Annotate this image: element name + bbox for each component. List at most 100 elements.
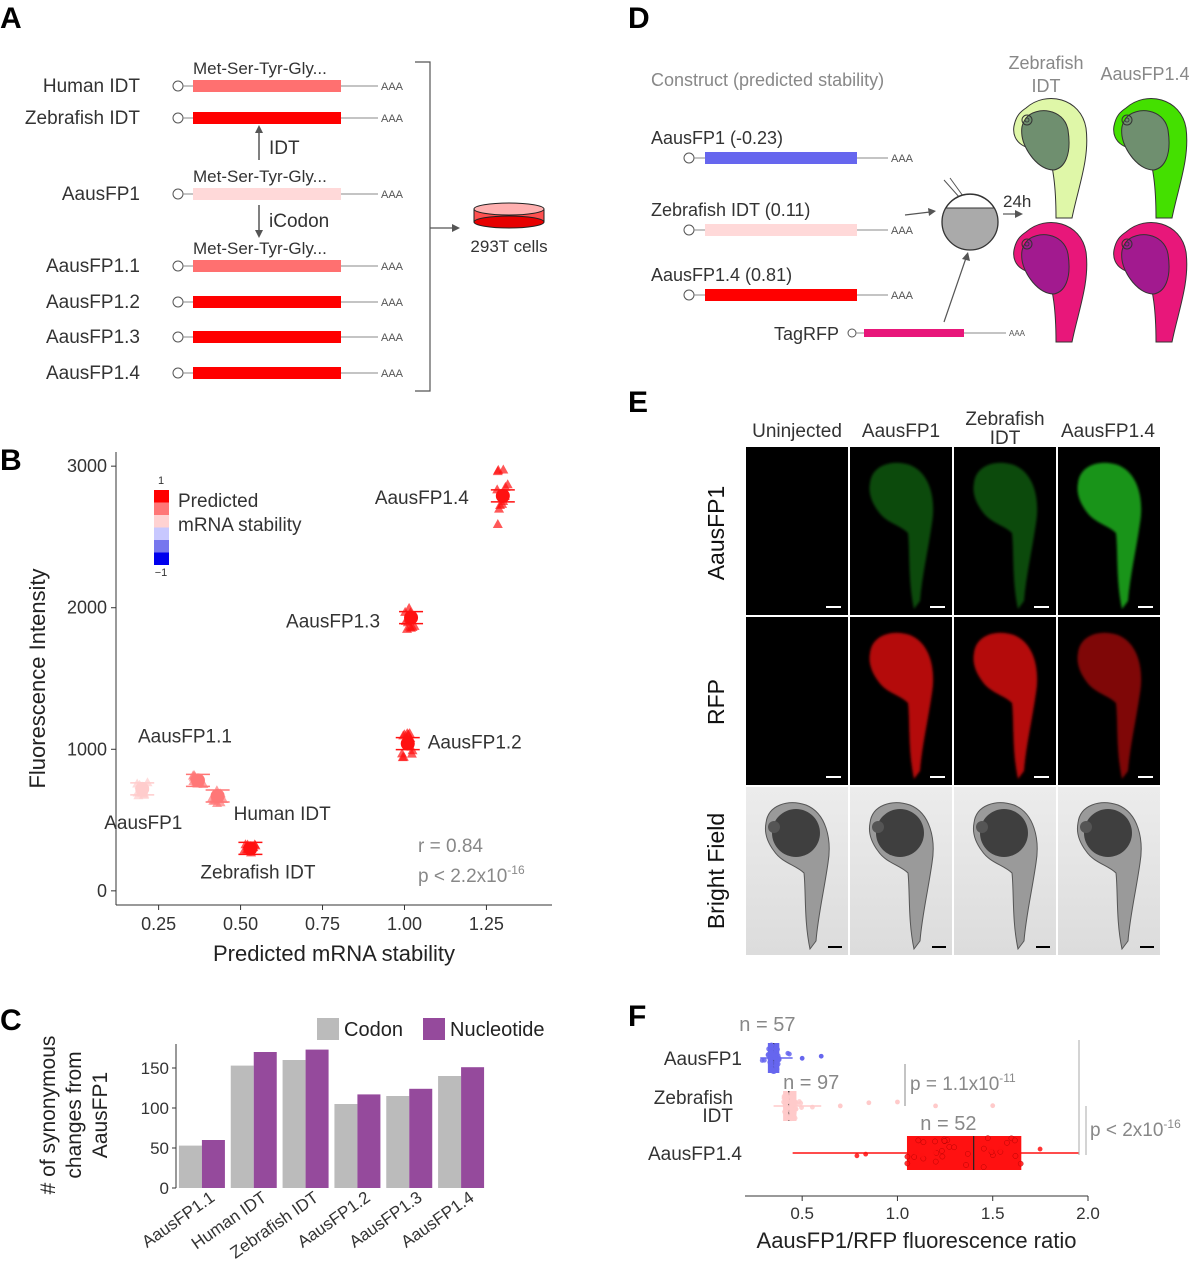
x-tick-label: 2.0 xyxy=(1076,1204,1100,1223)
x-tick-label: 0.5 xyxy=(790,1204,814,1223)
embryo-red-aausfp14 xyxy=(1113,222,1188,343)
embryo-title-1-line-2: IDT xyxy=(1032,76,1061,96)
column-header-1: AausFP1 xyxy=(862,421,940,442)
data-point-replicate xyxy=(404,621,415,631)
category-label: Zebrafish IDT xyxy=(227,1188,322,1263)
outlier-point xyxy=(837,1103,843,1109)
embryo-title-1-line-1: Zebrafish xyxy=(1008,53,1083,73)
cap-icon xyxy=(172,112,184,124)
bar-codon xyxy=(386,1096,410,1188)
outlier-point xyxy=(990,1103,996,1109)
row-header-0: AausFP1 xyxy=(703,486,729,581)
bar-nucleotide xyxy=(305,1049,329,1188)
icodon-arrow-label: iCodon xyxy=(269,211,329,232)
data-point-replicate xyxy=(492,518,503,528)
p-value-1-exp: -11 xyxy=(999,1071,1016,1085)
fluorescent-embryo xyxy=(1077,632,1142,779)
jitter-point xyxy=(998,1146,1004,1152)
image-0-0 xyxy=(746,447,848,615)
panel-f: F 0.5 1.0 1.5 2.0 AausFP1/RFP fluorescence r… xyxy=(628,1000,1181,1253)
stat-p: p < 2.2x10-16 xyxy=(418,863,525,887)
y-tick-label: 100 xyxy=(141,1099,169,1118)
bar-codon xyxy=(334,1104,358,1188)
jitter-point xyxy=(904,1160,911,1167)
embryo-eye xyxy=(768,821,780,833)
embryo-yolk xyxy=(1021,110,1070,171)
column-header-0: Uninjected xyxy=(752,421,842,442)
embryo-red-zebrafish-idt xyxy=(1013,222,1088,343)
panel-b: B 0.25 0.50 0.75 1.00 1.25 0 1000 2000 3000 Predi… xyxy=(0,444,552,966)
x-tick-label: 0.75 xyxy=(305,914,340,934)
construct-label-0: AausFP1 (-0.23) xyxy=(651,128,783,148)
bracket xyxy=(415,61,431,392)
y-axis-title: Fluorescence Intensity xyxy=(25,568,50,788)
brightfield-embryo xyxy=(973,802,1038,951)
bar-codon xyxy=(178,1145,202,1188)
construct-title: Construct (predicted stability) xyxy=(651,70,884,90)
p-value-1-main: p = 1.1x10 xyxy=(910,1074,999,1095)
embryo-eye xyxy=(1080,821,1092,833)
cap-icon xyxy=(683,289,695,301)
row-label-a-2: AausFP1 xyxy=(62,184,140,205)
construct-rows-a: Human IDT AAA Met-Ser-Tyr-Gly... Zebrafish … xyxy=(25,59,404,384)
jitter-point xyxy=(951,1144,957,1151)
group-label-0: AausFP1 xyxy=(664,1049,742,1070)
embryo-head-signal xyxy=(975,479,997,499)
embryo-yolk xyxy=(1121,234,1170,295)
brightfield-embryo xyxy=(869,802,934,951)
stat-r: r = 0.84 xyxy=(418,836,483,857)
y-tick-label: 0 xyxy=(97,881,107,901)
x-tick-label: 1.25 xyxy=(469,914,504,934)
column-header-3: AausFP1.4 xyxy=(1061,421,1155,442)
polya-label: AAA xyxy=(381,368,404,380)
jitter-point xyxy=(1011,1137,1018,1144)
y-axis-title-2: AausFP1 xyxy=(89,1072,112,1158)
row-label-a-0: Human IDT xyxy=(43,76,141,97)
box-chart: 0.5 1.0 1.5 2.0 AausFP1/RFP fluorescence rat… xyxy=(648,1014,1181,1253)
cap-icon xyxy=(683,152,695,164)
point-label: AausFP1.3 xyxy=(286,612,380,633)
outlier-point xyxy=(799,1055,805,1061)
legend-swatch xyxy=(154,552,169,565)
embryo-yolk xyxy=(876,809,924,857)
jitter-point xyxy=(854,1153,860,1159)
stat-p-main: p < 2.2x10 xyxy=(418,866,507,887)
data-point-replicate xyxy=(502,479,513,489)
data-point-replicate xyxy=(493,464,504,474)
embryo-pupil xyxy=(1124,241,1130,247)
jitter-point xyxy=(785,1050,791,1056)
jitter-point xyxy=(939,1153,946,1160)
bar-codon xyxy=(282,1060,306,1188)
panel-d: D Construct (predicted stability) AausFP… xyxy=(628,2,1190,344)
point-label: Zebrafish IDT xyxy=(200,862,315,883)
data-point-replicate xyxy=(494,503,505,513)
polya-label: AAA xyxy=(891,153,914,165)
cds-bar xyxy=(193,367,341,379)
jitter-point xyxy=(798,1100,804,1106)
scatter-chart: 0.25 0.50 0.75 1.00 1.25 0 1000 2000 3000 Predict… xyxy=(25,452,552,966)
legend-swatch-codon xyxy=(317,1018,339,1040)
x-axis-title: AausFP1/RFP fluorescence ratio xyxy=(757,1228,1077,1253)
point-label: AausFP1.1 xyxy=(138,726,232,747)
embryo-eye xyxy=(1021,114,1033,126)
fluorescent-embryo xyxy=(869,632,934,779)
point-label: AausFP1.4 xyxy=(375,488,469,509)
embryo-green-aausfp14 xyxy=(1113,98,1188,219)
embryo-head-signal xyxy=(871,649,893,669)
embryo-title-2: AausFP1.4 xyxy=(1100,64,1189,84)
zebrafish-egg-icon xyxy=(941,193,999,251)
image-1-0 xyxy=(746,617,848,785)
cap-icon xyxy=(172,80,184,92)
y-tick-label: 150 xyxy=(141,1059,169,1078)
cds-bar-tagrfp xyxy=(864,329,964,337)
outlier-point xyxy=(818,1053,824,1059)
cds-bar xyxy=(705,224,857,236)
legend-title-2: mRNA stability xyxy=(178,515,302,536)
embryo-green-zebrafish-idt xyxy=(1013,98,1088,219)
jitter-point xyxy=(988,1147,994,1153)
embryo-silhouette xyxy=(973,632,1038,779)
legend-max: 1 xyxy=(158,475,164,487)
jitter-point xyxy=(904,1153,911,1160)
x-tick-label: 1.00 xyxy=(387,914,422,934)
cap-icon xyxy=(172,260,184,272)
